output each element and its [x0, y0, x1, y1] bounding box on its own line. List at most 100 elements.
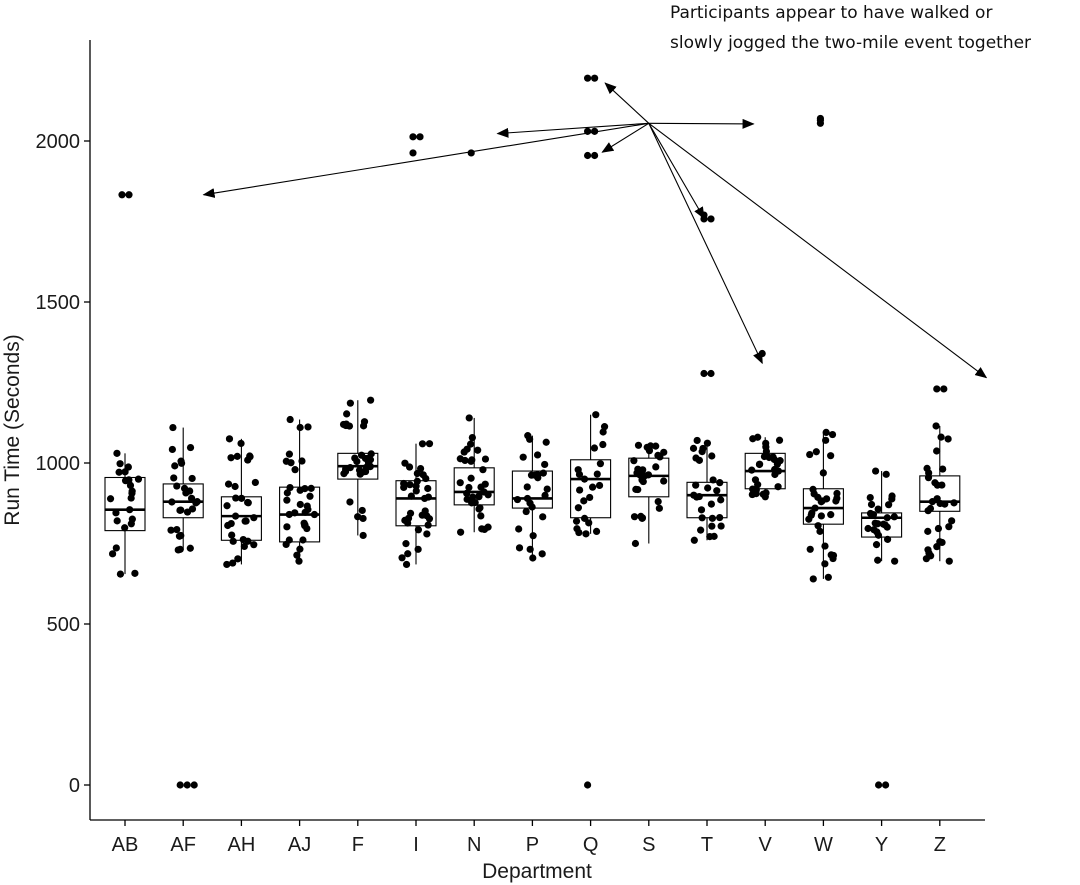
data-point [484, 491, 492, 499]
data-point [713, 487, 721, 495]
data-point [475, 505, 483, 513]
annotation-arrow [601, 122, 650, 153]
data-point [874, 505, 882, 513]
data-point [593, 470, 601, 478]
data-point [590, 444, 599, 452]
data-point [890, 513, 898, 521]
x-tick-label: AF [170, 834, 196, 856]
outlier-point [584, 74, 592, 82]
data-point [366, 456, 375, 464]
data-point [596, 460, 605, 468]
annotation-text: Participants appear to have walked or sl… [670, 0, 1080, 58]
x-tick-label: V [759, 834, 773, 856]
outlier-point [758, 349, 766, 358]
data-point [346, 498, 354, 506]
data-point [529, 532, 537, 540]
data-point [293, 551, 301, 559]
points [106, 74, 958, 789]
annotation-line-2: slowly jogged the two-mile event togethe… [670, 33, 1032, 53]
data-point [475, 493, 483, 501]
data-point [244, 537, 252, 545]
data-point [481, 455, 490, 463]
data-point [116, 570, 125, 578]
y-tick-label: 0 [69, 775, 80, 797]
data-point [126, 506, 134, 514]
data-point [631, 539, 640, 548]
data-point [634, 441, 643, 449]
data-point [698, 514, 706, 522]
data-point [515, 544, 524, 552]
data-point [125, 476, 133, 484]
data-point [407, 492, 415, 500]
data-point [173, 525, 181, 534]
data-point [234, 555, 242, 563]
x-tick-label: N [467, 834, 481, 856]
data-point [717, 522, 725, 530]
annotation-arrows [202, 82, 988, 379]
data-point [821, 542, 829, 550]
outlier-point [125, 191, 133, 199]
data-point [244, 499, 252, 507]
data-point [709, 476, 717, 484]
data-point [232, 494, 240, 502]
data-point [519, 453, 527, 461]
data-point [188, 505, 197, 513]
data-point [296, 545, 304, 553]
data-point [227, 454, 235, 462]
data-point [304, 423, 312, 431]
data-point [582, 530, 590, 538]
data-point [477, 512, 485, 520]
data-point [867, 500, 876, 509]
data-point [176, 545, 184, 553]
data-point [932, 422, 940, 430]
data-point [748, 466, 756, 474]
data-point [467, 474, 475, 482]
data-point [695, 456, 703, 464]
outlier-point [584, 781, 592, 789]
data-point [296, 486, 304, 494]
data-point [250, 514, 258, 522]
data-point [106, 495, 115, 503]
data-point [871, 519, 879, 527]
data-point [474, 446, 482, 454]
data-point [526, 435, 534, 443]
x-tick-label: AJ [288, 834, 311, 856]
data-point [716, 479, 724, 487]
data-point [402, 560, 411, 569]
data-point [404, 550, 412, 558]
data-point [827, 511, 835, 519]
data-point [924, 527, 932, 535]
data-point [513, 495, 522, 504]
box [570, 459, 612, 519]
data-point [131, 569, 139, 577]
data-point [822, 436, 830, 444]
outlier-point [707, 369, 715, 378]
data-point [771, 465, 779, 474]
data-point [539, 513, 547, 521]
y-tick-label: 1000 [36, 453, 81, 475]
data-point [689, 444, 698, 452]
data-point [575, 470, 584, 479]
data-point [405, 463, 414, 471]
data-point [592, 527, 601, 535]
data-point [461, 456, 469, 465]
data-point [805, 515, 813, 523]
data-point [108, 550, 117, 558]
data-point [697, 526, 705, 534]
data-point [192, 499, 200, 507]
data-point [870, 526, 878, 534]
data-point [225, 435, 234, 443]
y-tick-label: 500 [47, 614, 80, 636]
data-point [630, 513, 639, 521]
data-point [827, 452, 835, 460]
data-point [398, 554, 406, 562]
data-point [169, 423, 177, 432]
data-point [592, 411, 600, 419]
data-point [467, 440, 475, 448]
data-point [760, 452, 769, 461]
data-point [945, 557, 953, 565]
y-tick-label: 1500 [36, 292, 81, 314]
outlier-point [467, 149, 475, 157]
data-point [652, 463, 660, 471]
data-point [419, 471, 427, 479]
